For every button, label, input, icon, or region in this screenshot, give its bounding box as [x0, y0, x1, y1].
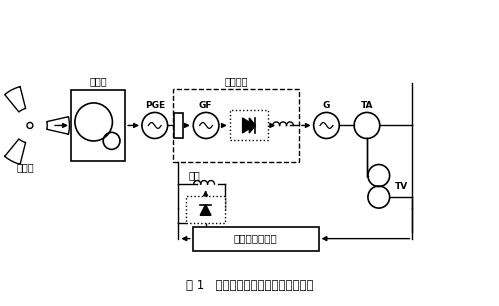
- Text: 齿轮箱: 齿轮箱: [89, 76, 107, 86]
- Text: 自动励磁调节器: 自动励磁调节器: [234, 233, 277, 244]
- Text: 风力机: 风力机: [16, 162, 34, 172]
- Text: 磁极: 磁极: [188, 170, 200, 181]
- Text: 旋转元件: 旋转元件: [224, 76, 248, 86]
- Text: TV: TV: [395, 182, 408, 191]
- Bar: [173, 89, 299, 162]
- Polygon shape: [250, 118, 255, 133]
- Text: PGE: PGE: [145, 101, 165, 110]
- Text: TA: TA: [361, 101, 373, 110]
- Bar: [186, 196, 225, 223]
- Bar: [174, 113, 183, 138]
- Text: 图 1   无刷励磁同步风力发电机原理图: 图 1 无刷励磁同步风力发电机原理图: [186, 279, 313, 292]
- Text: GF: GF: [198, 101, 212, 110]
- Polygon shape: [200, 204, 211, 215]
- Bar: [230, 110, 268, 140]
- Polygon shape: [243, 118, 254, 133]
- Bar: [193, 227, 318, 251]
- Bar: [71, 90, 125, 161]
- Text: G: G: [323, 101, 330, 110]
